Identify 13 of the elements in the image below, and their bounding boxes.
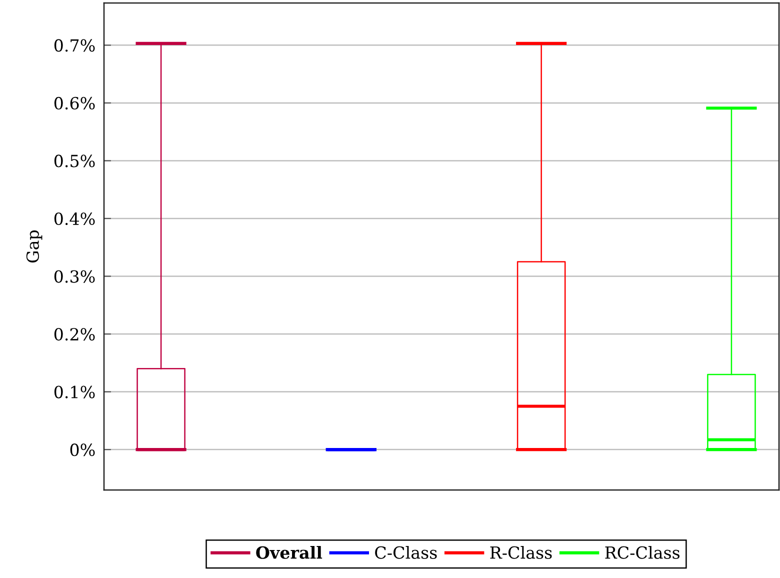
y-tick-label: 0.5%: [54, 154, 95, 168]
y-axis-title: Gap: [26, 230, 42, 263]
y-tick-label: 0.6%: [54, 96, 95, 110]
y-tick-label: 0.1%: [54, 386, 95, 398]
y-tick-label: 0.4%: [54, 212, 95, 226]
y-tick-label: 0%: [70, 444, 95, 456]
y-tick-label: 0.3%: [54, 270, 95, 283]
y-tick-label: 0.2%: [54, 328, 95, 341]
legend-label: Overall: [256, 546, 322, 559]
legend-label: C-Class: [375, 546, 437, 559]
y-tick-label: 0.7%: [54, 39, 95, 52]
legend-label: RC-Class: [605, 546, 680, 559]
legend-label: R-Class: [490, 546, 552, 559]
